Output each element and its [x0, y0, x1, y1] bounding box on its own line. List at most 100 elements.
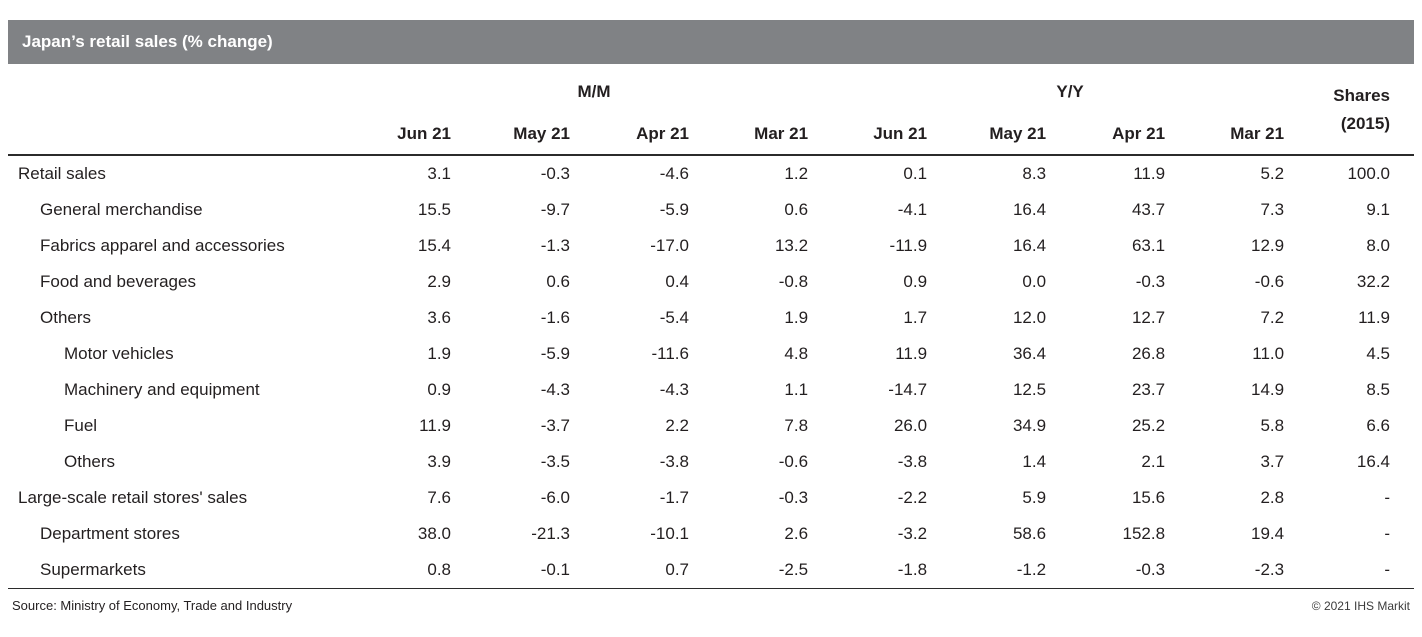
row-label: Others	[40, 308, 92, 327]
row-label: General merchandise	[40, 200, 203, 219]
value-cell: 11.0	[1252, 344, 1285, 363]
value-cell: -0.3	[1135, 272, 1166, 291]
value-cell: 63.1	[1131, 236, 1166, 255]
value-cell: -3.2	[897, 524, 928, 543]
value-cell: 0.4	[665, 272, 689, 291]
value-cell: 3.1	[427, 164, 451, 183]
row-label: Food and beverages	[40, 272, 196, 291]
value-cell: 12.9	[1250, 236, 1285, 255]
value-cell: 2.6	[784, 524, 809, 543]
value-cell: 25.2	[1131, 416, 1166, 435]
value-cell: 4.5	[1366, 344, 1390, 363]
value-cell: -9.7	[540, 200, 570, 219]
table-row: Retail sales 3.1 -0.3 -4.6 1.2 0.1 8.3 11.9 5.2 1…	[8, 155, 1414, 192]
column-header: Apr 21	[1070, 124, 1190, 156]
value-cell: 1.4	[1022, 452, 1047, 471]
value-cell: 3.7	[1260, 452, 1285, 471]
table-title: Japan’s retail sales (% change)	[22, 32, 273, 51]
value-cell: 14.9	[1250, 380, 1285, 399]
value-cell: -3.8	[897, 452, 928, 471]
column-group-mm: M/M	[577, 82, 611, 101]
value-cell: -4.3	[540, 380, 570, 399]
value-cell: -4.6	[659, 164, 689, 183]
column-header: Mar 21	[1189, 124, 1309, 156]
value-cell: 1.9	[427, 344, 451, 363]
column-header: Jun 21	[832, 124, 952, 156]
value-cell: 8.5	[1366, 380, 1390, 399]
value-cell: -1.7	[659, 488, 689, 507]
empty-header-cell	[8, 68, 356, 124]
value-cell: -3.5	[540, 452, 570, 471]
table-header-row-groups: M/M Y/Y Shares (2015)	[8, 68, 1414, 156]
value-cell: -0.3	[1070, 552, 1190, 589]
row-label: Machinery and equipment	[64, 380, 260, 399]
value-cell: 58.6	[1012, 524, 1047, 543]
table-row: Motor vehicles 1.9 -5.9 -11.6 4.8 11.9 36.4 26.…	[8, 336, 1414, 372]
value-cell: 9.1	[1366, 200, 1390, 219]
value-cell: 12.5	[1012, 380, 1047, 399]
value-cell: 12.0	[1012, 308, 1047, 327]
value-cell: 0.7	[594, 552, 713, 589]
value-cell: 7.6	[427, 488, 451, 507]
table-header-row-months: Jun 21 May 21 Apr 21 Mar 21 Jun 21 May 21 Apr …	[8, 124, 1414, 156]
table-row: Fuel 11.9 -3.7 2.2 7.8 26.0 34.9 25.2 5.8 6.6	[8, 408, 1414, 444]
value-cell: 13.2	[774, 236, 809, 255]
value-cell: 11.9	[419, 416, 451, 435]
value-cell: -1.6	[540, 308, 570, 327]
row-label: Retail sales	[18, 164, 106, 183]
table-row: Food and beverages 2.9 0.6 0.4 -0.8 0.9 0.0 -0.…	[8, 264, 1414, 300]
value-cell: -0.1	[475, 552, 594, 589]
table-header: M/M Y/Y Shares (2015) Jun 21 May 21 Apr 21…	[8, 68, 1414, 156]
value-cell: 11.9	[1358, 308, 1390, 327]
value-cell: 15.4	[417, 236, 451, 255]
table-row: Others 3.6 -1.6 -5.4 1.9 1.7 12.0 12.7 7.2 11.9	[8, 300, 1414, 336]
value-cell: 1.2	[784, 164, 809, 183]
value-cell: 5.8	[1260, 416, 1285, 435]
value-cell: 2.1	[1141, 452, 1166, 471]
value-cell: 0.6	[784, 200, 809, 219]
value-cell: 0.9	[427, 380, 451, 399]
row-label: Large-scale retail stores' sales	[18, 488, 248, 507]
retail-sales-table: M/M Y/Y Shares (2015) Jun 21 May 21 Apr 21…	[8, 68, 1414, 589]
value-cell: 1.1	[784, 380, 809, 399]
value-cell: -11.9	[889, 236, 928, 255]
row-label: Fuel	[64, 416, 98, 435]
value-cell: 32.2	[1356, 272, 1390, 291]
value-cell: 0.1	[903, 164, 928, 183]
value-cell: 7.2	[1260, 308, 1285, 327]
value-cell: -	[1308, 552, 1414, 589]
value-cell: 100.0	[1347, 164, 1390, 183]
value-cell: -2.5	[713, 552, 833, 589]
value-cell: -2.2	[897, 488, 928, 507]
copyright-note: © 2021 IHS Markit	[1311, 598, 1410, 613]
value-cell: 16.4	[1012, 200, 1047, 219]
value-cell: -0.6	[778, 452, 809, 471]
table-footer: Source: Ministry of Economy, Trade and I…	[8, 589, 1414, 613]
value-cell: 0.8	[356, 552, 475, 589]
value-cell: 3.6	[427, 308, 451, 327]
value-cell: -17.0	[650, 236, 689, 255]
table-row: Others 3.9 -3.5 -3.8 -0.6 -3.8 1.4 2.1 3.7 16.4	[8, 444, 1414, 480]
row-label: Department stores	[40, 524, 180, 543]
value-cell: -14.7	[888, 380, 928, 399]
value-cell: 19.4	[1250, 524, 1285, 543]
value-cell: 12.7	[1131, 308, 1166, 327]
value-cell: -1.3	[540, 236, 570, 255]
value-cell: 15.6	[1131, 488, 1166, 507]
table-row: General merchandise 15.5 -9.7 -5.9 0.6 -4.1 16…	[8, 192, 1414, 228]
value-cell: 36.4	[1012, 344, 1047, 363]
value-cell: 0.9	[903, 272, 928, 291]
value-cell: -	[1384, 488, 1390, 507]
column-header-shares: Shares (2015)	[1308, 68, 1414, 156]
value-cell: 23.7	[1131, 380, 1166, 399]
value-cell: -1.2	[951, 552, 1071, 589]
value-cell: 152.8	[1122, 524, 1166, 543]
column-header: Apr 21	[594, 124, 713, 156]
table-row: Fabrics apparel and accessories 15.4 -1.3 -…	[8, 228, 1414, 264]
value-cell: -3.8	[659, 452, 689, 471]
value-cell: 5.9	[1022, 488, 1047, 507]
value-cell: 11.9	[895, 344, 928, 363]
value-cell: 2.9	[427, 272, 451, 291]
column-header: Mar 21	[713, 124, 833, 156]
value-cell: -5.4	[659, 308, 689, 327]
